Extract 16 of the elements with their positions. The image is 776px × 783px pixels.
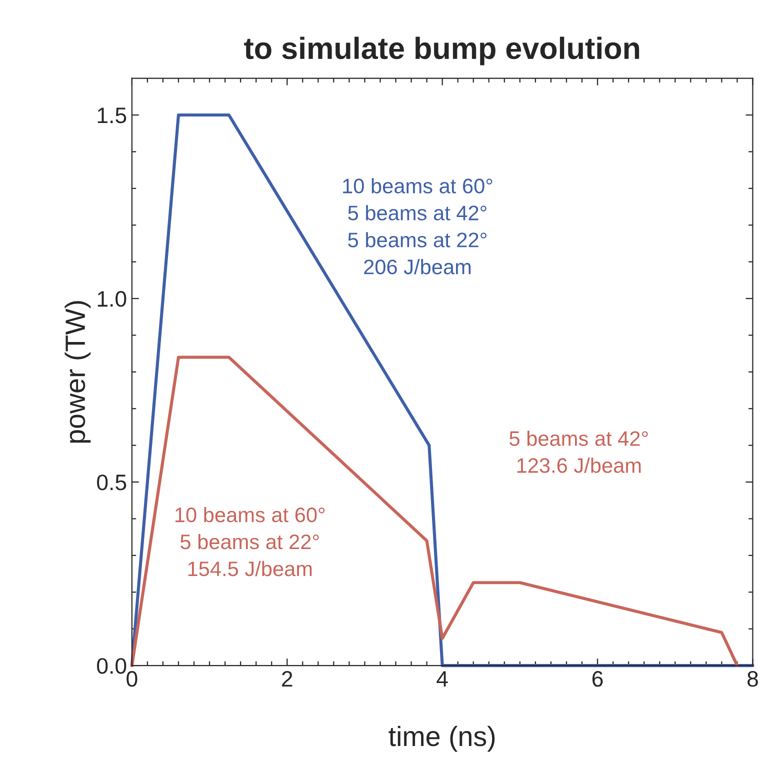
x-tick-label: 4 xyxy=(436,671,448,687)
x-tick-label: 6 xyxy=(592,671,603,687)
series-label: 10 beams at 60° 5 beams at 22° 154.5 J/beam xyxy=(175,506,325,576)
y-tick-label: 1.0 xyxy=(98,291,126,307)
annotation: 5 beams at 42° 123.6 J/beam xyxy=(510,430,648,473)
x-axis-title: time (ns) xyxy=(388,726,495,752)
y-tick-label: 0.5 xyxy=(97,474,126,490)
y-tick-label: 0.0 xyxy=(97,658,126,674)
line-series xyxy=(130,356,739,668)
y-tick-label: 1.5 xyxy=(98,108,126,124)
chart-title: to simulate bump evolution xyxy=(244,36,640,66)
y-axis-title: power (TW) xyxy=(64,301,91,443)
x-tick-label: 0 xyxy=(126,671,138,687)
series-label: 10 beams at 60° 5 beams at 42° 5 beams at 22° 206 J/beam xyxy=(343,178,492,274)
x-tick-label: 8 xyxy=(748,671,758,687)
x-tick-label: 2 xyxy=(282,671,292,687)
